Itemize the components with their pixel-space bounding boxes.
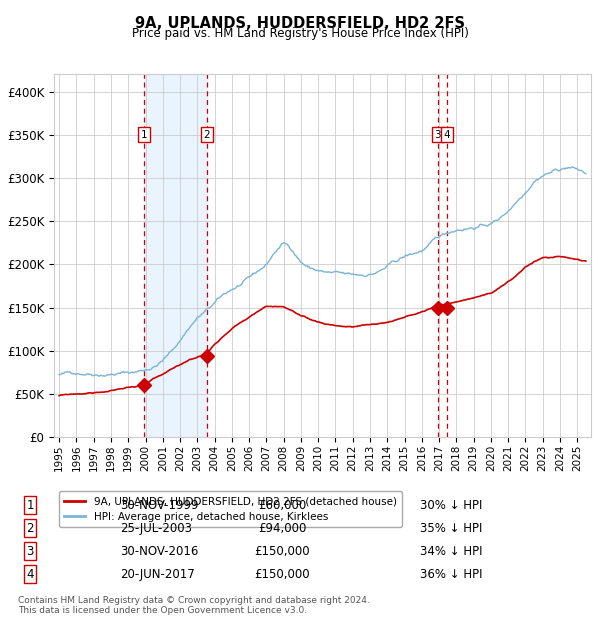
- Text: Price paid vs. HM Land Registry's House Price Index (HPI): Price paid vs. HM Land Registry's House …: [131, 27, 469, 40]
- Text: Contains HM Land Registry data © Crown copyright and database right 2024.: Contains HM Land Registry data © Crown c…: [18, 596, 370, 604]
- Text: 20-JUN-2017: 20-JUN-2017: [120, 568, 195, 580]
- Text: 30-NOV-2016: 30-NOV-2016: [120, 545, 199, 557]
- Text: £150,000: £150,000: [254, 568, 310, 580]
- Text: 3: 3: [434, 130, 441, 140]
- Text: 25-JUL-2003: 25-JUL-2003: [120, 522, 192, 534]
- Legend: 9A, UPLANDS, HUDDERSFIELD, HD2 2FS (detached house), HPI: Average price, detache: 9A, UPLANDS, HUDDERSFIELD, HD2 2FS (deta…: [59, 491, 402, 527]
- Text: 1: 1: [141, 130, 148, 140]
- Text: £150,000: £150,000: [254, 545, 310, 557]
- Text: 1: 1: [26, 499, 34, 511]
- Text: 4: 4: [26, 568, 34, 580]
- Text: 36% ↓ HPI: 36% ↓ HPI: [420, 568, 482, 580]
- Text: 2: 2: [203, 130, 210, 140]
- Text: 34% ↓ HPI: 34% ↓ HPI: [420, 545, 482, 557]
- Text: 4: 4: [444, 130, 451, 140]
- Text: 35% ↓ HPI: 35% ↓ HPI: [420, 522, 482, 534]
- Text: 30-NOV-1999: 30-NOV-1999: [120, 499, 199, 511]
- Text: 30% ↓ HPI: 30% ↓ HPI: [420, 499, 482, 511]
- Bar: [144, 74, 207, 437]
- Text: 2: 2: [26, 522, 34, 534]
- Text: £94,000: £94,000: [258, 522, 306, 534]
- Text: 3: 3: [26, 545, 34, 557]
- Text: £60,000: £60,000: [258, 499, 306, 511]
- Text: This data is licensed under the Open Government Licence v3.0.: This data is licensed under the Open Gov…: [18, 606, 307, 614]
- Text: 9A, UPLANDS, HUDDERSFIELD, HD2 2FS: 9A, UPLANDS, HUDDERSFIELD, HD2 2FS: [135, 16, 465, 30]
